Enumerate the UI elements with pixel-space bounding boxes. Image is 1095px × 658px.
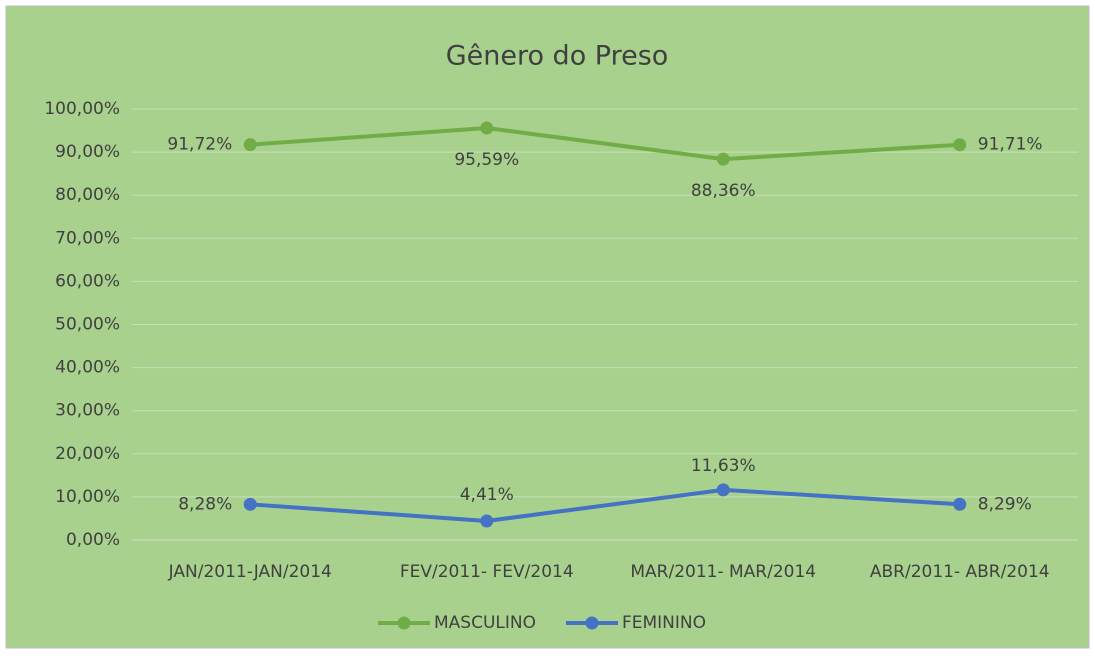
data-label: 4,41% bbox=[460, 485, 514, 505]
y-tick-label: 0,00% bbox=[66, 530, 120, 550]
x-tick-label: JAN/2011-JAN/2014 bbox=[168, 562, 332, 582]
point bbox=[716, 152, 730, 166]
point bbox=[953, 138, 967, 152]
y-tick-label: 40,00% bbox=[55, 358, 120, 378]
data-label: 8,28% bbox=[178, 494, 232, 514]
y-tick-label: 80,00% bbox=[55, 185, 120, 205]
point bbox=[953, 497, 967, 511]
legend-label: MASCULINO bbox=[434, 613, 536, 633]
point bbox=[716, 483, 730, 497]
y-tick-label: 100,00% bbox=[44, 99, 120, 119]
point bbox=[480, 121, 494, 135]
data-label: 8,29% bbox=[978, 494, 1032, 514]
y-tick-label: 90,00% bbox=[55, 142, 120, 162]
data-label: 91,72% bbox=[167, 135, 232, 155]
chart-title: Gênero do Preso bbox=[446, 41, 669, 72]
x-tick-label: FEV/2011- FEV/2014 bbox=[400, 562, 574, 582]
data-label: 95,59% bbox=[454, 150, 519, 170]
y-tick-label: 70,00% bbox=[55, 228, 120, 248]
y-tick-label: 60,00% bbox=[55, 271, 120, 291]
legend-marker bbox=[397, 616, 411, 630]
series-line bbox=[250, 487, 960, 523]
legend-label: FEMININO bbox=[622, 613, 706, 633]
legend-marker bbox=[585, 616, 599, 630]
y-tick-label: 30,00% bbox=[55, 401, 120, 421]
data-label: 11,63% bbox=[691, 456, 756, 476]
y-tick-label: 20,00% bbox=[55, 444, 120, 464]
point bbox=[243, 138, 257, 152]
point bbox=[480, 514, 494, 528]
y-tick-label: 10,00% bbox=[55, 487, 120, 507]
x-tick-label: MAR/2011- MAR/2014 bbox=[630, 562, 816, 582]
y-tick-label: 50,00% bbox=[55, 315, 120, 335]
series-line bbox=[250, 126, 960, 162]
data-label: 88,36% bbox=[691, 181, 756, 201]
x-tick-label: ABR/2011- ABR/2014 bbox=[870, 562, 1050, 582]
chart-background bbox=[5, 5, 1090, 649]
data-label: 91,71% bbox=[978, 135, 1043, 155]
point bbox=[243, 497, 257, 511]
